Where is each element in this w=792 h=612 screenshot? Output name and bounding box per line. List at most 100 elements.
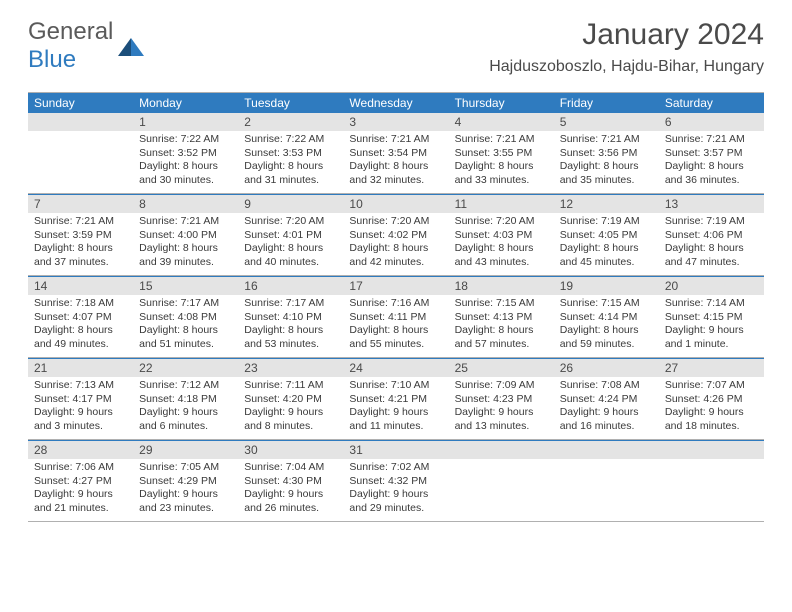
- day-content: Sunrise: 7:20 AMSunset: 4:02 PMDaylight:…: [343, 213, 448, 274]
- logo-text-general: General: [28, 18, 113, 45]
- logo-triangle-icon: [118, 38, 144, 56]
- day-number: 6: [659, 113, 764, 131]
- day-number: 9: [238, 195, 343, 213]
- day-cell: 6Sunrise: 7:21 AMSunset: 3:57 PMDaylight…: [659, 113, 764, 193]
- day-number: 21: [28, 359, 133, 377]
- sunrise-text: Sunrise: 7:09 AM: [455, 379, 548, 393]
- sunset-text: Sunset: 4:07 PM: [34, 311, 127, 325]
- daylight-text: Daylight: 8 hours and 32 minutes.: [349, 160, 442, 187]
- daylight-text: Daylight: 9 hours and 26 minutes.: [244, 488, 337, 515]
- sunrise-text: Sunrise: 7:21 AM: [34, 215, 127, 229]
- sunrise-text: Sunrise: 7:19 AM: [665, 215, 758, 229]
- sunset-text: Sunset: 4:00 PM: [139, 229, 232, 243]
- daylight-text: Daylight: 9 hours and 23 minutes.: [139, 488, 232, 515]
- day-number: 31: [343, 441, 448, 459]
- day-cell: 18Sunrise: 7:15 AMSunset: 4:13 PMDayligh…: [449, 277, 554, 357]
- day-content: Sunrise: 7:15 AMSunset: 4:14 PMDaylight:…: [554, 295, 659, 356]
- sunset-text: Sunset: 4:23 PM: [455, 393, 548, 407]
- day-content: Sunrise: 7:11 AMSunset: 4:20 PMDaylight:…: [238, 377, 343, 438]
- sunset-text: Sunset: 4:29 PM: [139, 475, 232, 489]
- sunset-text: Sunset: 4:26 PM: [665, 393, 758, 407]
- day-content: Sunrise: 7:06 AMSunset: 4:27 PMDaylight:…: [28, 459, 133, 520]
- sunrise-text: Sunrise: 7:15 AM: [455, 297, 548, 311]
- day-number: 16: [238, 277, 343, 295]
- sunrise-text: Sunrise: 7:20 AM: [455, 215, 548, 229]
- sunset-text: Sunset: 4:14 PM: [560, 311, 653, 325]
- day-cell: 21Sunrise: 7:13 AMSunset: 4:17 PMDayligh…: [28, 359, 133, 439]
- daylight-text: Daylight: 8 hours and 51 minutes.: [139, 324, 232, 351]
- sunset-text: Sunset: 4:17 PM: [34, 393, 127, 407]
- sunset-text: Sunset: 4:05 PM: [560, 229, 653, 243]
- day-header: Monday: [133, 93, 238, 113]
- daylight-text: Daylight: 9 hours and 11 minutes.: [349, 406, 442, 433]
- day-cell: 13Sunrise: 7:19 AMSunset: 4:06 PMDayligh…: [659, 195, 764, 275]
- day-content: Sunrise: 7:10 AMSunset: 4:21 PMDaylight:…: [343, 377, 448, 438]
- sunrise-text: Sunrise: 7:12 AM: [139, 379, 232, 393]
- day-cell: 15Sunrise: 7:17 AMSunset: 4:08 PMDayligh…: [133, 277, 238, 357]
- sunset-text: Sunset: 4:30 PM: [244, 475, 337, 489]
- sunrise-text: Sunrise: 7:07 AM: [665, 379, 758, 393]
- sunset-text: Sunset: 4:24 PM: [560, 393, 653, 407]
- day-content: Sunrise: 7:22 AMSunset: 3:53 PMDaylight:…: [238, 131, 343, 192]
- daylight-text: Daylight: 9 hours and 13 minutes.: [455, 406, 548, 433]
- day-number: 11: [449, 195, 554, 213]
- day-content: Sunrise: 7:14 AMSunset: 4:15 PMDaylight:…: [659, 295, 764, 356]
- day-number: 13: [659, 195, 764, 213]
- day-content: Sunrise: 7:20 AMSunset: 4:01 PMDaylight:…: [238, 213, 343, 274]
- daylight-text: Daylight: 8 hours and 37 minutes.: [34, 242, 127, 269]
- day-content: Sunrise: 7:04 AMSunset: 4:30 PMDaylight:…: [238, 459, 343, 520]
- day-content: Sunrise: 7:08 AMSunset: 4:24 PMDaylight:…: [554, 377, 659, 438]
- day-content: Sunrise: 7:21 AMSunset: 3:54 PMDaylight:…: [343, 131, 448, 192]
- sunrise-text: Sunrise: 7:19 AM: [560, 215, 653, 229]
- sunset-text: Sunset: 4:15 PM: [665, 311, 758, 325]
- sunrise-text: Sunrise: 7:05 AM: [139, 461, 232, 475]
- day-number: 1: [133, 113, 238, 131]
- sunrise-text: Sunrise: 7:14 AM: [665, 297, 758, 311]
- daylight-text: Daylight: 9 hours and 1 minute.: [665, 324, 758, 351]
- day-content: Sunrise: 7:21 AMSunset: 3:57 PMDaylight:…: [659, 131, 764, 192]
- day-number: 17: [343, 277, 448, 295]
- day-content: Sunrise: 7:19 AMSunset: 4:05 PMDaylight:…: [554, 213, 659, 274]
- sunrise-text: Sunrise: 7:17 AM: [139, 297, 232, 311]
- day-header: Friday: [554, 93, 659, 113]
- calendar-grid: SundayMondayTuesdayWednesdayThursdayFrid…: [28, 92, 764, 522]
- daylight-text: Daylight: 9 hours and 6 minutes.: [139, 406, 232, 433]
- day-cell: 17Sunrise: 7:16 AMSunset: 4:11 PMDayligh…: [343, 277, 448, 357]
- sunrise-text: Sunrise: 7:10 AM: [349, 379, 442, 393]
- day-number: 7: [28, 195, 133, 213]
- sunset-text: Sunset: 3:53 PM: [244, 147, 337, 161]
- day-cell: 8Sunrise: 7:21 AMSunset: 4:00 PMDaylight…: [133, 195, 238, 275]
- day-content: Sunrise: 7:12 AMSunset: 4:18 PMDaylight:…: [133, 377, 238, 438]
- day-number: 23: [238, 359, 343, 377]
- day-number: [659, 441, 764, 459]
- day-cell: 4Sunrise: 7:21 AMSunset: 3:55 PMDaylight…: [449, 113, 554, 193]
- daylight-text: Daylight: 8 hours and 33 minutes.: [455, 160, 548, 187]
- day-number: 19: [554, 277, 659, 295]
- day-cell: 10Sunrise: 7:20 AMSunset: 4:02 PMDayligh…: [343, 195, 448, 275]
- day-cell: [659, 441, 764, 521]
- sunset-text: Sunset: 3:55 PM: [455, 147, 548, 161]
- day-header: Thursday: [449, 93, 554, 113]
- logo-text-blue: Blue: [28, 46, 76, 73]
- day-number: 29: [133, 441, 238, 459]
- daylight-text: Daylight: 8 hours and 40 minutes.: [244, 242, 337, 269]
- sunrise-text: Sunrise: 7:06 AM: [34, 461, 127, 475]
- sunrise-text: Sunrise: 7:20 AM: [349, 215, 442, 229]
- sunrise-text: Sunrise: 7:15 AM: [560, 297, 653, 311]
- sunrise-text: Sunrise: 7:13 AM: [34, 379, 127, 393]
- day-number: [28, 113, 133, 131]
- daylight-text: Daylight: 9 hours and 21 minutes.: [34, 488, 127, 515]
- sunset-text: Sunset: 3:54 PM: [349, 147, 442, 161]
- day-content: Sunrise: 7:22 AMSunset: 3:52 PMDaylight:…: [133, 131, 238, 192]
- day-number: 22: [133, 359, 238, 377]
- daylight-text: Daylight: 8 hours and 57 minutes.: [455, 324, 548, 351]
- day-content: Sunrise: 7:17 AMSunset: 4:08 PMDaylight:…: [133, 295, 238, 356]
- sunset-text: Sunset: 4:21 PM: [349, 393, 442, 407]
- day-content: Sunrise: 7:21 AMSunset: 3:56 PMDaylight:…: [554, 131, 659, 192]
- day-content: Sunrise: 7:21 AMSunset: 3:59 PMDaylight:…: [28, 213, 133, 274]
- location-text: Hajduszoboszlo, Hajdu-Bihar, Hungary: [489, 58, 764, 76]
- day-content: Sunrise: 7:16 AMSunset: 4:11 PMDaylight:…: [343, 295, 448, 356]
- sunrise-text: Sunrise: 7:02 AM: [349, 461, 442, 475]
- sunset-text: Sunset: 4:20 PM: [244, 393, 337, 407]
- sunset-text: Sunset: 4:13 PM: [455, 311, 548, 325]
